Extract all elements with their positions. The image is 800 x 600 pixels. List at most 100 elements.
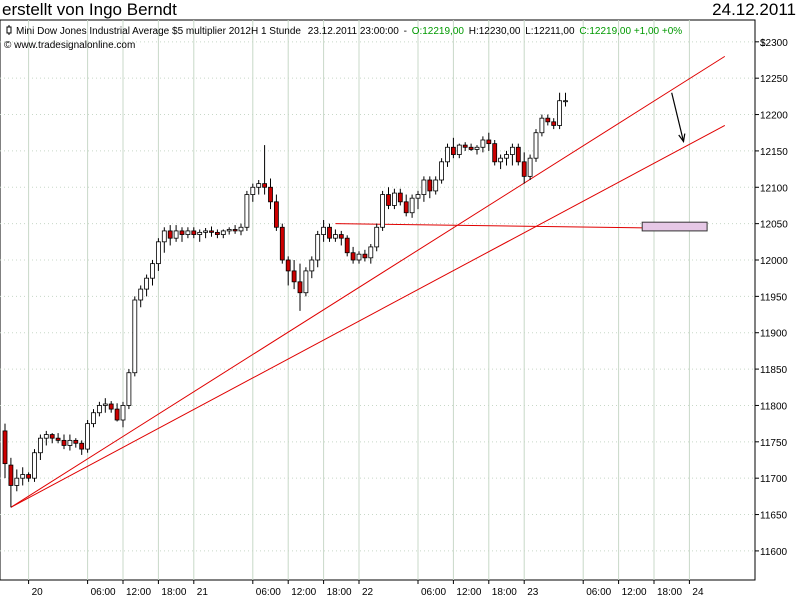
bear-candle-body xyxy=(291,270,297,283)
candle xyxy=(173,225,179,242)
x-tick-label: 24 xyxy=(692,587,704,598)
bear-candle-body xyxy=(515,146,521,163)
bull-candle-body xyxy=(97,405,102,414)
candle xyxy=(445,143,450,167)
y-tick-label: 12200 xyxy=(760,111,788,122)
candle xyxy=(374,223,380,252)
candle xyxy=(397,188,403,206)
candle xyxy=(450,137,456,159)
candle xyxy=(238,223,244,236)
candle xyxy=(332,229,338,242)
bull-candle-body xyxy=(20,474,26,479)
candle xyxy=(468,143,474,151)
candle-legend-icon xyxy=(6,25,12,35)
bear-candle-body xyxy=(108,403,114,410)
bull-candle-body xyxy=(557,100,562,126)
x-tick-label: 22 xyxy=(362,587,374,598)
x-tick-label: 12:00 xyxy=(291,587,316,598)
bull-candle-body xyxy=(563,100,568,103)
bull-candle-body xyxy=(439,161,445,181)
candle xyxy=(391,188,397,210)
candle xyxy=(344,235,350,257)
candle xyxy=(315,230,321,268)
bear-candle-body xyxy=(55,437,61,441)
candle xyxy=(338,230,344,246)
y-tick-label: 12250 xyxy=(760,74,788,85)
candle xyxy=(421,176,427,202)
bear-candle-body xyxy=(297,281,303,294)
x-tick-label: 23 xyxy=(527,587,539,598)
candle xyxy=(380,190,386,231)
candle xyxy=(321,220,327,242)
bull-candle-body xyxy=(321,226,327,235)
grid xyxy=(0,20,755,580)
info-bar: Mini Dow Jones Industrial Average $5 mul… xyxy=(4,25,766,51)
candle xyxy=(462,142,468,151)
bull-candle-body xyxy=(244,194,250,228)
candle xyxy=(167,225,173,246)
x-tick-label: 06:00 xyxy=(256,587,281,598)
x-axis: 20 06:00 12:00 18:00 21 06:00 12:00 18:00 22 06:0… xyxy=(28,580,704,598)
candle xyxy=(409,194,415,218)
currency-label: $ xyxy=(760,38,766,49)
candle xyxy=(49,433,55,444)
resistance-zone xyxy=(641,221,708,232)
y-tick-label: 11900 xyxy=(760,329,788,340)
candle xyxy=(279,223,285,264)
candle xyxy=(509,143,515,166)
candle xyxy=(126,369,132,410)
bull-candle-body xyxy=(185,230,191,235)
candle xyxy=(563,92,568,107)
bear-candle-body xyxy=(545,117,551,123)
bull-candle-body xyxy=(91,412,96,425)
bull-candle-body xyxy=(539,117,545,134)
bear-candle-body xyxy=(327,226,332,239)
bull-candle-body xyxy=(161,230,167,243)
trendlines xyxy=(10,55,726,508)
bull-candle-body xyxy=(527,157,533,177)
candle xyxy=(197,229,203,242)
bull-candle-body xyxy=(43,434,49,439)
bear-candle-body xyxy=(179,230,185,235)
candle xyxy=(8,457,14,508)
y-tick-label: 11750 xyxy=(760,438,788,449)
candle xyxy=(474,145,480,155)
candle xyxy=(79,440,85,455)
bear-candle-body xyxy=(114,408,120,421)
candle xyxy=(297,263,303,311)
bull-candle-body xyxy=(303,270,309,294)
bear-candle-body xyxy=(492,143,498,163)
bull-candle-body xyxy=(155,241,161,265)
x-tick-label: 06:00 xyxy=(421,587,446,598)
bull-candle-body xyxy=(498,157,504,163)
candle xyxy=(150,260,155,286)
bull-candle-body xyxy=(433,179,439,192)
bull-candle-body xyxy=(102,403,108,406)
candle xyxy=(85,420,90,453)
candle xyxy=(73,438,79,448)
bear-candle-body xyxy=(209,230,214,233)
y-tick-label: 11950 xyxy=(760,292,788,303)
y-tick-label: 11600 xyxy=(760,547,788,558)
close-value: C:12219,00 +1,00 +0% xyxy=(579,26,682,37)
bull-candle-body xyxy=(220,230,226,235)
forecast-arrow xyxy=(671,92,686,143)
bear-candle-body xyxy=(2,430,8,465)
bull-candle-body xyxy=(203,230,209,233)
candle xyxy=(20,467,26,486)
high-value: H:12230,00 xyxy=(469,26,521,37)
bear-candle-body xyxy=(486,139,492,145)
bull-candle-body xyxy=(132,299,138,374)
bull-candle-body xyxy=(238,226,244,232)
candle xyxy=(26,472,32,482)
candle xyxy=(220,229,226,239)
candle xyxy=(504,150,509,166)
bull-candle-body xyxy=(380,194,386,228)
y-tick-label: 12300 xyxy=(760,38,788,49)
bear-candle-body xyxy=(167,230,173,239)
x-tick-label: 20 xyxy=(32,587,44,598)
bear-candle-body xyxy=(232,229,238,232)
candle xyxy=(356,251,362,264)
candle xyxy=(61,434,67,450)
